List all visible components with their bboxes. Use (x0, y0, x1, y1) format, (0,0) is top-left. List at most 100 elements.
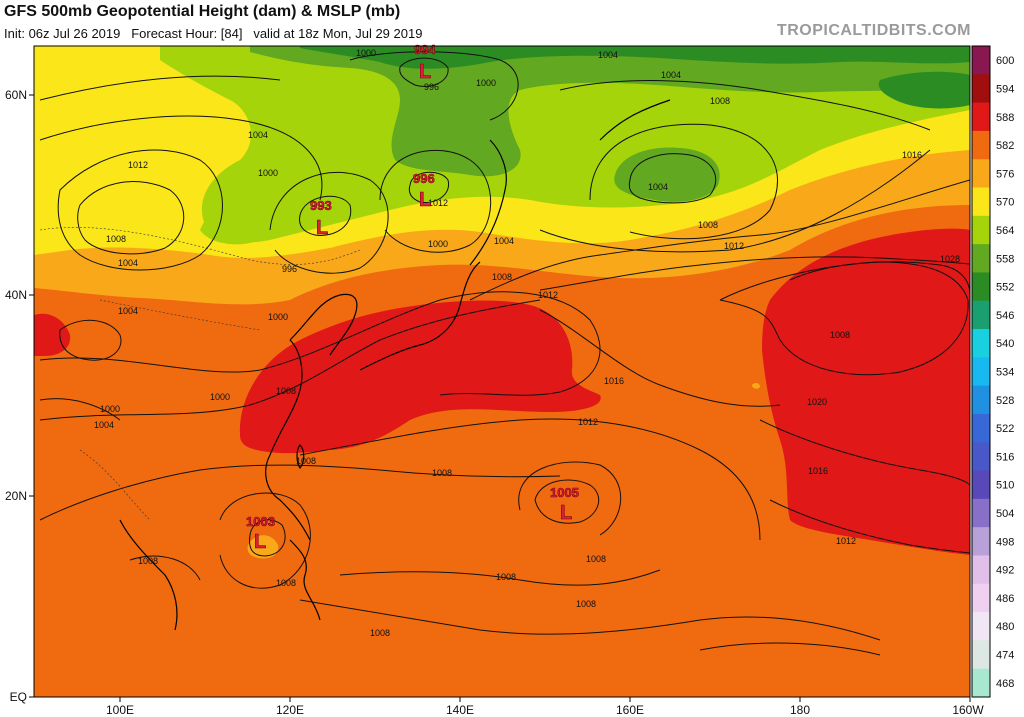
isobar-label: 1000 (210, 392, 230, 402)
low-993: 993 L (310, 198, 332, 240)
isobar-label: 1000 (428, 239, 448, 249)
isobar-label: 1012 (428, 198, 448, 208)
isobar-line (269, 171, 389, 274)
isobar-label: 1000 (476, 78, 496, 88)
isobar-label: 1004 (494, 236, 514, 246)
isobars (39, 51, 970, 656)
isobar-labels: 1000 996 1000 1004 1008 1004 1012 1000 1… (94, 48, 960, 638)
isobar-line (759, 419, 970, 486)
colorbar-swatch (972, 583, 990, 613)
isobar-label: 1008 (276, 578, 296, 588)
coastline-taiwan (296, 444, 305, 470)
contour-558 (250, 46, 970, 177)
axis-labels: 100E 120E 140E 160E 180 160W 60N 40N 20N… (5, 88, 984, 717)
contour-588-east (762, 228, 970, 556)
isobar-ring (59, 319, 122, 361)
colorbar-swatch (972, 527, 990, 556)
coastline-philippines (289, 539, 321, 621)
isobar-label: 1000 (258, 168, 278, 178)
colorbar-label: 492 (996, 565, 1014, 577)
isobar-label: 1004 (94, 420, 114, 430)
isobar-label: 1008 (576, 599, 596, 609)
isobar-line (129, 555, 201, 581)
isobar-ring (628, 153, 717, 204)
y-tick-label: 60N (5, 88, 27, 102)
coastline-sakhalin (469, 139, 507, 266)
colorbar-label: 558 (996, 253, 1014, 265)
isobar-label: 1016 (902, 150, 922, 160)
coastlines (119, 99, 671, 631)
colorbar-label: 504 (996, 508, 1014, 520)
colorbar-swatch (972, 413, 990, 443)
isobar-label: 1004 (661, 70, 681, 80)
colorbar-label: 528 (996, 395, 1014, 407)
isobar-line (589, 123, 778, 240)
y-tick-label: EQ (10, 690, 27, 704)
isobar-label: 1008 (296, 456, 316, 466)
isobar-line (39, 464, 561, 521)
isobar-label: 1020 (807, 397, 827, 407)
contour-564-pocket (200, 198, 279, 245)
low-996: 996 L (413, 171, 435, 212)
colorbar-frame (971, 45, 991, 698)
colorbar-label: 510 (996, 480, 1014, 492)
isobar-label: 1008 (370, 628, 390, 638)
isobar-label: 1004 (248, 130, 268, 140)
colorbar-swatch (972, 102, 990, 132)
low-symbol: L (419, 61, 431, 83)
isobar-line (219, 492, 311, 589)
colorbar-label: 564 (996, 225, 1014, 237)
isobar-label: 1004 (118, 306, 138, 316)
isobar-label: 996 (282, 264, 297, 274)
isobar-label: 1012 (128, 160, 148, 170)
colorbar-label: 552 (996, 282, 1014, 294)
colorbar-label: 534 (996, 367, 1014, 379)
contour-552 (300, 46, 970, 69)
x-tick-label: 160W (952, 703, 984, 717)
colorbar-label: 540 (996, 338, 1014, 350)
isobar-label: 1008 (496, 572, 516, 582)
colorbar-label: 498 (996, 536, 1014, 548)
low-symbol: L (560, 502, 572, 524)
isobar-label: 1008 (276, 386, 296, 396)
x-tick-label: 160E (616, 703, 644, 717)
low-pressure-value: 993 (310, 198, 332, 213)
isobar-ring (299, 195, 352, 236)
x-tick-label: 100E (106, 703, 134, 717)
isobar-line (769, 499, 970, 554)
x-tick-label: 120E (276, 703, 304, 717)
isobar-line (539, 309, 781, 407)
isobar-line (518, 461, 622, 536)
colorbar: 600 594 588 582 576 570 564 558 552 546 540 534 528 5… (971, 45, 1014, 698)
isobar-label: 1012 (836, 536, 856, 546)
contour-576-pocket (247, 535, 279, 559)
brand-watermark: TROPICALTIDBITS.COM (776, 22, 971, 39)
low-pressure-value: 1005 (550, 485, 579, 500)
isobar-label: 1008 (586, 554, 606, 564)
isobar-label: 1016 (808, 466, 828, 476)
isobar-ring (534, 479, 600, 524)
colorbar-label: 468 (996, 678, 1014, 690)
isobar-ring (249, 519, 286, 557)
colorbar-swatch (972, 130, 990, 160)
isobar-line (469, 179, 970, 301)
colorbar-label: 582 (996, 140, 1014, 152)
contour-588-west (239, 300, 601, 454)
isobar-label: 1028 (940, 254, 960, 264)
isobar-label: 1000 (268, 312, 288, 322)
colorbar-swatch (972, 640, 990, 670)
isobar-label: 1008 (432, 468, 452, 478)
colorbar-label: 480 (996, 621, 1014, 633)
x-tick-label: 140E (446, 703, 474, 717)
isobar-label: 1008 (698, 220, 718, 230)
isobar-ring (408, 171, 450, 204)
map-frame (33, 45, 971, 698)
colorbar-label: 474 (996, 650, 1014, 662)
low-symbol: L (254, 531, 266, 553)
isobar-line (789, 261, 970, 296)
coastline-korea (289, 293, 358, 356)
isobar-line (39, 299, 541, 421)
isobar-label: 1008 (830, 330, 850, 340)
colorbar-swatch (972, 612, 990, 641)
isobar-line (539, 149, 931, 253)
